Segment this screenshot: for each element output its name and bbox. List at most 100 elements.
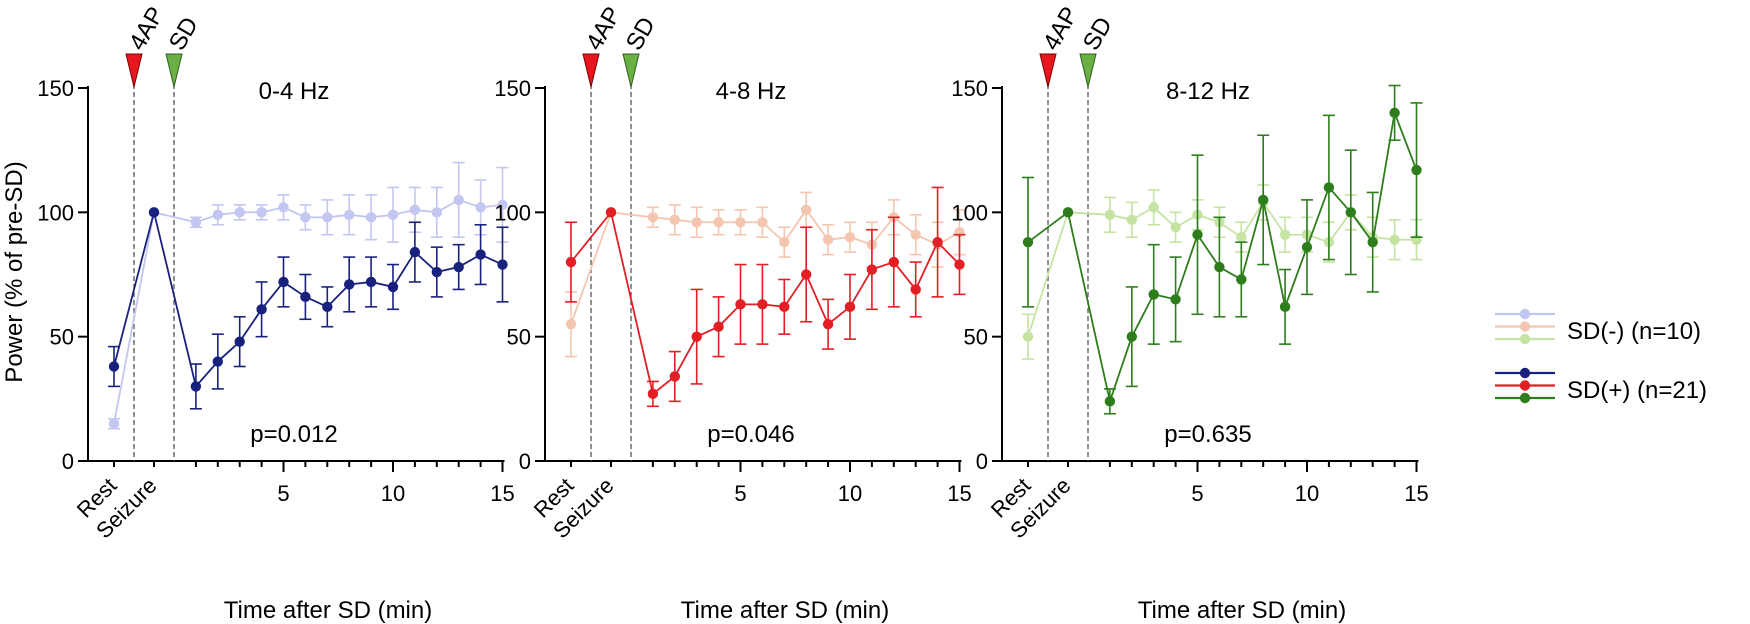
data-point: [1345, 207, 1357, 218]
legend-sd-plus: SD(+) (n=21): [1495, 367, 1707, 404]
data-point: [932, 236, 943, 248]
y-tick-label: 0: [519, 449, 531, 474]
y-tick-label: 150: [951, 76, 988, 101]
data-point: [1126, 331, 1138, 342]
data-point: [801, 204, 812, 216]
x-tick-label: 5: [1191, 481, 1203, 506]
y-tick-label: 50: [507, 325, 531, 350]
4ap-marker-triangle: [1039, 53, 1057, 88]
data-point: [387, 281, 399, 293]
y-tick-label: 100: [494, 200, 531, 225]
data-point: [108, 418, 120, 429]
x-tick-label: 10: [838, 481, 862, 506]
y-tick-label: 0: [62, 449, 74, 474]
series-sd-plus: [1022, 84, 1423, 415]
data-point: [910, 284, 921, 295]
panel-title: 8-12 Hz: [1166, 78, 1250, 105]
data-point: [1367, 236, 1378, 248]
data-point: [565, 319, 577, 330]
sd-marker-label: SD: [1078, 13, 1118, 55]
data-point: [190, 381, 202, 392]
y-tick-label: 0: [976, 449, 988, 474]
p-value: p=0.046: [707, 421, 794, 448]
data-point: [365, 212, 377, 223]
legend: SD(-) (n=10) SD(+) (n=21): [1495, 308, 1707, 404]
data-point: [565, 256, 577, 268]
legend-swatch-point: [1519, 380, 1531, 391]
y-tick-label: 50: [964, 325, 988, 350]
sd-marker-triangle: [622, 53, 640, 88]
x-tick-label: 15: [1404, 481, 1428, 506]
y-tick-label: 100: [951, 200, 988, 225]
sd-marker-label: SD: [164, 13, 204, 55]
data-point: [278, 202, 289, 213]
data-point: [497, 259, 508, 270]
data-point: [497, 199, 508, 211]
data-point: [888, 256, 899, 268]
data-point: [212, 209, 223, 221]
data-point: [1214, 261, 1225, 273]
data-point: [322, 212, 333, 223]
x-axis-label: Time after SD (min): [224, 597, 432, 624]
legend-swatch-point: [1519, 392, 1531, 404]
data-point: [300, 291, 311, 303]
legend-label: SD(-) (n=10): [1567, 318, 1701, 345]
data-point: [1258, 194, 1269, 206]
data-point: [365, 276, 377, 288]
sd-marker-label: SD: [621, 13, 661, 55]
x-tick-label: 15: [947, 481, 971, 506]
y-tick-label: 50: [50, 325, 74, 350]
data-point: [1104, 209, 1116, 221]
data-point: [866, 264, 878, 275]
legend-swatch-point: [1519, 333, 1531, 345]
data-point: [344, 279, 355, 290]
y-tick-label: 100: [37, 200, 74, 225]
data-point: [212, 356, 223, 367]
legend-swatch-point: [1519, 367, 1531, 379]
x-tick-label: 10: [381, 481, 405, 506]
data-point: [1301, 241, 1313, 253]
data-point: [1170, 222, 1181, 233]
legend-swatch-point: [1519, 308, 1531, 320]
data-point: [735, 299, 746, 310]
data-point: [108, 361, 120, 372]
p-value: p=0.635: [1164, 421, 1251, 448]
data-point: [475, 202, 486, 213]
series-sd-minus: [108, 161, 509, 430]
series-line: [113, 198, 503, 424]
4ap-marker-triangle: [125, 53, 143, 88]
p-value: p=0.012: [250, 421, 337, 448]
data-point: [1236, 274, 1247, 285]
data-point: [1192, 229, 1203, 240]
data-point: [234, 336, 245, 347]
data-point: [757, 299, 768, 310]
data-point: [322, 301, 333, 313]
data-point: [735, 217, 746, 228]
data-point: [1022, 331, 1034, 342]
4ap-marker-label: 4AP: [1038, 2, 1084, 55]
data-point: [844, 301, 856, 313]
data-point: [1389, 107, 1400, 119]
data-point: [1411, 164, 1422, 176]
data-point: [910, 229, 921, 240]
data-point: [779, 301, 790, 313]
data-point: [453, 261, 464, 273]
y-tick-label: 150: [37, 76, 74, 101]
y-tick-label: 150: [494, 76, 531, 101]
data-point: [1170, 294, 1181, 305]
data-point: [1104, 396, 1116, 407]
x-tick-label: 10: [1295, 481, 1319, 506]
data-point: [822, 234, 834, 245]
data-point: [713, 321, 724, 332]
panel-title: 0-4 Hz: [259, 78, 330, 105]
data-point: [1148, 202, 1159, 213]
data-point: [669, 371, 680, 382]
data-point: [1279, 229, 1291, 240]
data-point: [1389, 234, 1400, 245]
data-point: [691, 217, 702, 228]
data-point: [844, 232, 856, 243]
sd-marker-triangle: [165, 53, 183, 88]
data-point: [605, 207, 617, 218]
